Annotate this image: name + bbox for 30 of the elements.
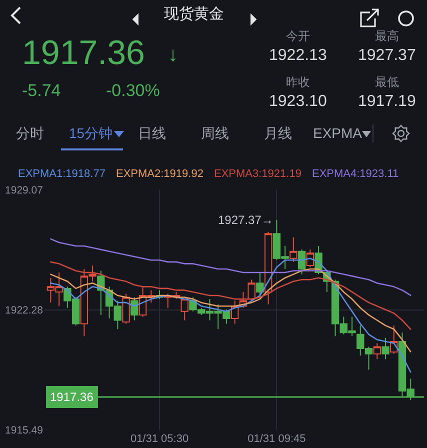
text: 昨收 [286, 75, 310, 89]
text: 最低 [375, 75, 399, 89]
text: EXPMA4:1923.11 [312, 168, 399, 180]
x-tick-label: 01/31 05:30 [130, 433, 189, 445]
text: EXPMA [313, 125, 363, 141]
text: 月线 [264, 125, 292, 141]
ref-line-label: 1917.36 [50, 390, 94, 404]
text: EXPMA1:1918.77 [18, 168, 106, 180]
text: 周线 [201, 125, 229, 141]
y-tick-label: 1929.07 [5, 184, 44, 197]
y-tick-label: 1922.28 [5, 304, 44, 317]
text: 1927.37 [358, 47, 416, 64]
text: 最高 [375, 29, 399, 43]
y-tick-label: 1915.49 [5, 424, 44, 437]
text: EXPMA3:1921.19 [214, 168, 302, 180]
text: 1922.13 [269, 47, 327, 64]
annotation: 1927.37→ [218, 213, 274, 227]
text: ↓ [168, 44, 178, 66]
text: -5.74 [22, 81, 61, 100]
text: EXPMA2:1919.92 [116, 168, 204, 180]
text: -0.30% [106, 81, 160, 100]
text: 今开 [286, 29, 310, 43]
text: 1917.19 [358, 93, 416, 110]
text: 分时 [16, 125, 44, 141]
text: 1917.36 [22, 34, 145, 72]
text: 15分钟 [69, 125, 113, 141]
chart-title: 现货黄金 [164, 5, 224, 22]
text: 1923.10 [269, 93, 327, 110]
x-tick-label: 01/31 09:45 [248, 433, 306, 445]
text: 日线 [138, 125, 166, 141]
